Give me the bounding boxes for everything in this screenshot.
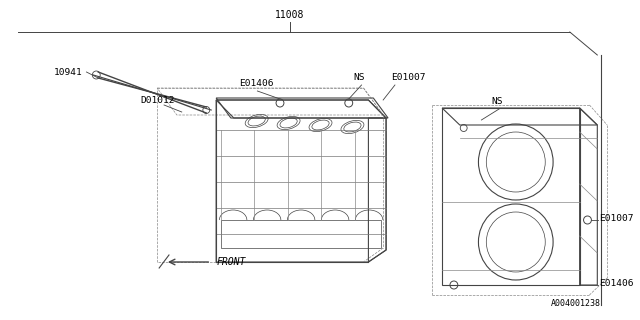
Text: D01012: D01012 bbox=[141, 95, 175, 105]
Text: NS: NS bbox=[492, 97, 502, 106]
Text: FRONT: FRONT bbox=[216, 257, 246, 267]
Text: E01007: E01007 bbox=[391, 73, 426, 82]
Text: 11008: 11008 bbox=[275, 10, 305, 20]
Text: E01007: E01007 bbox=[599, 213, 634, 222]
Text: E01406: E01406 bbox=[599, 278, 634, 287]
Text: NS: NS bbox=[354, 73, 365, 82]
Text: A004001238: A004001238 bbox=[551, 299, 601, 308]
Text: 10941: 10941 bbox=[54, 68, 83, 76]
Text: E01406: E01406 bbox=[239, 79, 273, 88]
